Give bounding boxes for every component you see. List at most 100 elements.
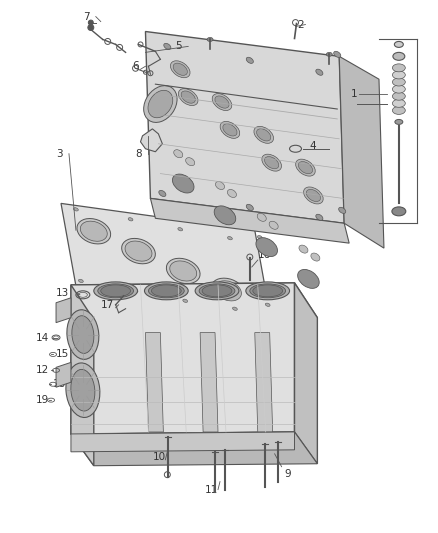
Ellipse shape (246, 282, 290, 300)
Ellipse shape (211, 278, 245, 303)
Circle shape (88, 25, 94, 30)
Polygon shape (294, 283, 318, 464)
Polygon shape (71, 432, 318, 466)
Ellipse shape (326, 52, 332, 56)
Ellipse shape (94, 282, 138, 300)
Text: 17: 17 (101, 300, 114, 310)
Ellipse shape (311, 253, 320, 261)
Polygon shape (61, 204, 270, 313)
Ellipse shape (393, 52, 405, 60)
Text: 11: 11 (205, 484, 218, 495)
Ellipse shape (296, 159, 315, 176)
Ellipse shape (77, 219, 111, 244)
Text: 14: 14 (36, 333, 49, 343)
Polygon shape (141, 129, 162, 152)
Ellipse shape (392, 71, 405, 79)
Ellipse shape (215, 182, 225, 190)
Ellipse shape (195, 282, 239, 300)
Ellipse shape (298, 270, 319, 288)
Polygon shape (150, 198, 349, 243)
Polygon shape (56, 298, 71, 322)
Ellipse shape (67, 310, 99, 359)
Ellipse shape (164, 43, 171, 50)
Ellipse shape (316, 69, 323, 75)
Ellipse shape (304, 187, 323, 204)
Ellipse shape (227, 189, 237, 198)
Ellipse shape (166, 259, 200, 284)
Ellipse shape (71, 369, 95, 411)
Ellipse shape (128, 217, 133, 221)
Ellipse shape (269, 221, 278, 229)
Ellipse shape (78, 279, 83, 282)
Text: 18: 18 (53, 379, 66, 389)
Ellipse shape (186, 158, 195, 166)
Ellipse shape (227, 237, 232, 240)
Ellipse shape (173, 63, 187, 75)
Ellipse shape (392, 92, 405, 100)
Ellipse shape (250, 284, 286, 298)
Ellipse shape (306, 189, 321, 201)
Ellipse shape (254, 126, 273, 143)
Polygon shape (56, 362, 71, 387)
Ellipse shape (202, 285, 232, 297)
Text: 10: 10 (152, 452, 166, 462)
Polygon shape (71, 285, 94, 466)
Ellipse shape (173, 174, 194, 193)
Ellipse shape (80, 221, 107, 241)
Ellipse shape (257, 129, 271, 141)
Ellipse shape (214, 206, 236, 225)
Ellipse shape (212, 94, 232, 110)
Ellipse shape (258, 236, 262, 239)
Ellipse shape (170, 261, 197, 281)
Ellipse shape (181, 91, 195, 103)
Ellipse shape (152, 285, 181, 297)
Ellipse shape (144, 86, 177, 123)
Ellipse shape (101, 285, 131, 297)
Ellipse shape (178, 228, 183, 231)
Text: 7: 7 (83, 12, 89, 22)
Ellipse shape (299, 245, 308, 253)
Ellipse shape (122, 238, 155, 264)
Ellipse shape (395, 119, 403, 124)
Ellipse shape (148, 284, 184, 298)
Text: 13: 13 (56, 288, 69, 298)
Text: 1: 1 (351, 89, 358, 99)
Polygon shape (145, 333, 163, 432)
Ellipse shape (72, 316, 94, 353)
Ellipse shape (233, 307, 237, 310)
Text: 16: 16 (258, 250, 271, 260)
Ellipse shape (215, 96, 229, 108)
Ellipse shape (265, 157, 279, 169)
Ellipse shape (125, 241, 152, 261)
Text: 19: 19 (36, 395, 49, 405)
Ellipse shape (174, 150, 183, 158)
Polygon shape (145, 31, 344, 223)
Circle shape (88, 20, 93, 25)
Ellipse shape (66, 363, 100, 417)
Polygon shape (200, 333, 218, 432)
Ellipse shape (159, 190, 166, 197)
Ellipse shape (133, 289, 138, 293)
Polygon shape (71, 432, 294, 452)
Ellipse shape (207, 37, 213, 42)
Text: 6: 6 (133, 61, 139, 71)
Ellipse shape (257, 213, 266, 221)
Text: 3: 3 (56, 149, 63, 159)
Text: 4: 4 (309, 141, 316, 151)
Ellipse shape (394, 42, 403, 47)
Ellipse shape (246, 204, 253, 211)
Ellipse shape (253, 285, 283, 297)
Ellipse shape (220, 122, 240, 139)
Ellipse shape (215, 281, 241, 301)
Polygon shape (71, 283, 318, 320)
Ellipse shape (392, 107, 405, 115)
Text: 9: 9 (285, 469, 291, 479)
Text: 15: 15 (56, 350, 69, 359)
Ellipse shape (98, 284, 134, 298)
Ellipse shape (148, 90, 173, 118)
Ellipse shape (178, 88, 198, 106)
Ellipse shape (392, 99, 405, 107)
Ellipse shape (246, 57, 253, 63)
Ellipse shape (339, 207, 346, 213)
Text: 5: 5 (175, 42, 182, 51)
